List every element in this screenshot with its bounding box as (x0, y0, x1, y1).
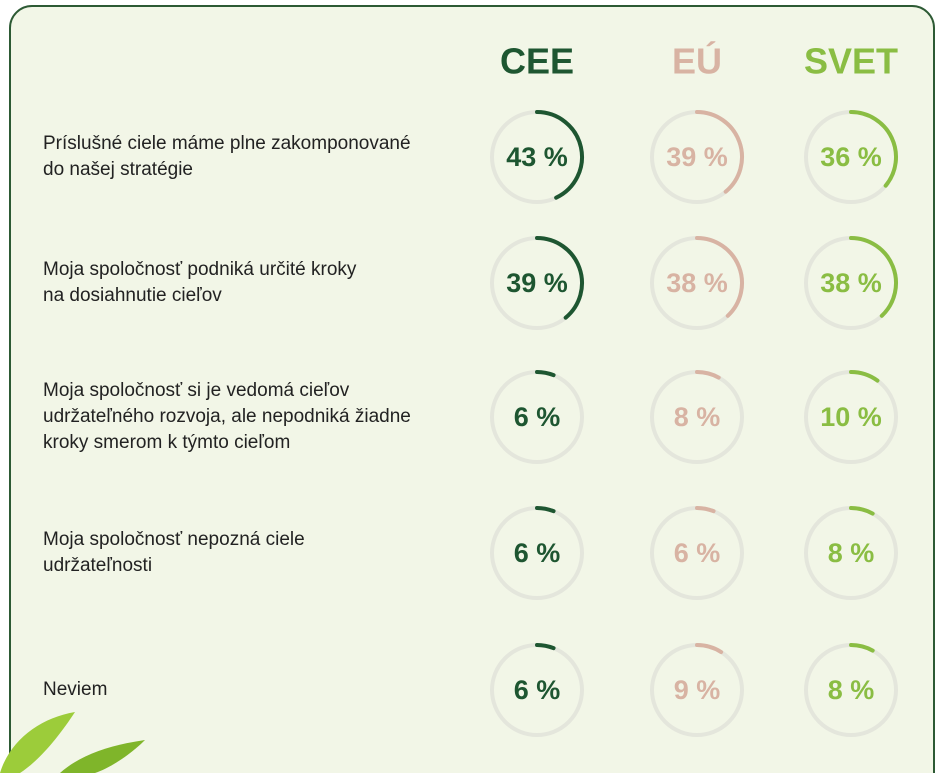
value-label: 8 % (828, 538, 875, 568)
value-label: 39 % (666, 142, 728, 172)
ring-arc (695, 643, 724, 655)
ring-arc (849, 506, 875, 516)
row-label: Moja spoločnosť nepozná ciele udržateľno… (43, 529, 305, 576)
ring-arc (695, 506, 716, 514)
value-label: 39 % (506, 268, 568, 298)
ring-arc (849, 110, 898, 188)
ring-arc (695, 236, 744, 318)
value-label: 38 % (820, 268, 882, 298)
value-label: 8 % (674, 402, 721, 432)
row-label: Príslušné ciele máme plne zakomponované … (43, 133, 411, 180)
value-label: 6 % (514, 538, 561, 568)
row-label: Moja spoločnosť si je vedomá cieľov udrž… (43, 380, 411, 453)
legend-label: CEE (500, 41, 574, 82)
value-label: 36 % (820, 142, 882, 172)
ring-arc (535, 643, 556, 651)
ring-arc (849, 643, 875, 653)
ring-arc (695, 370, 721, 380)
value-label: 9 % (674, 675, 721, 705)
legend-label: SVET (804, 41, 898, 82)
ring-arc (535, 236, 584, 320)
value-label: 38 % (666, 268, 728, 298)
panel (9, 5, 935, 773)
value-label: 6 % (514, 675, 561, 705)
ring-arc (535, 370, 556, 378)
value-label: 6 % (514, 402, 561, 432)
ring-arc (849, 370, 880, 383)
ring-arc (535, 506, 556, 514)
value-label: 43 % (506, 142, 568, 172)
ring-arc (695, 110, 744, 194)
value-label: 8 % (828, 675, 875, 705)
row-label: Moja spoločnosť podniká určité kroky na … (43, 259, 357, 306)
row-label: Neviem (43, 679, 108, 700)
legend-label: EÚ (672, 40, 722, 82)
value-label: 6 % (674, 538, 721, 568)
leaf-decoration (0, 712, 145, 773)
ring-arc (849, 236, 898, 318)
ring-arc (535, 110, 584, 200)
value-label: 10 % (820, 402, 882, 432)
